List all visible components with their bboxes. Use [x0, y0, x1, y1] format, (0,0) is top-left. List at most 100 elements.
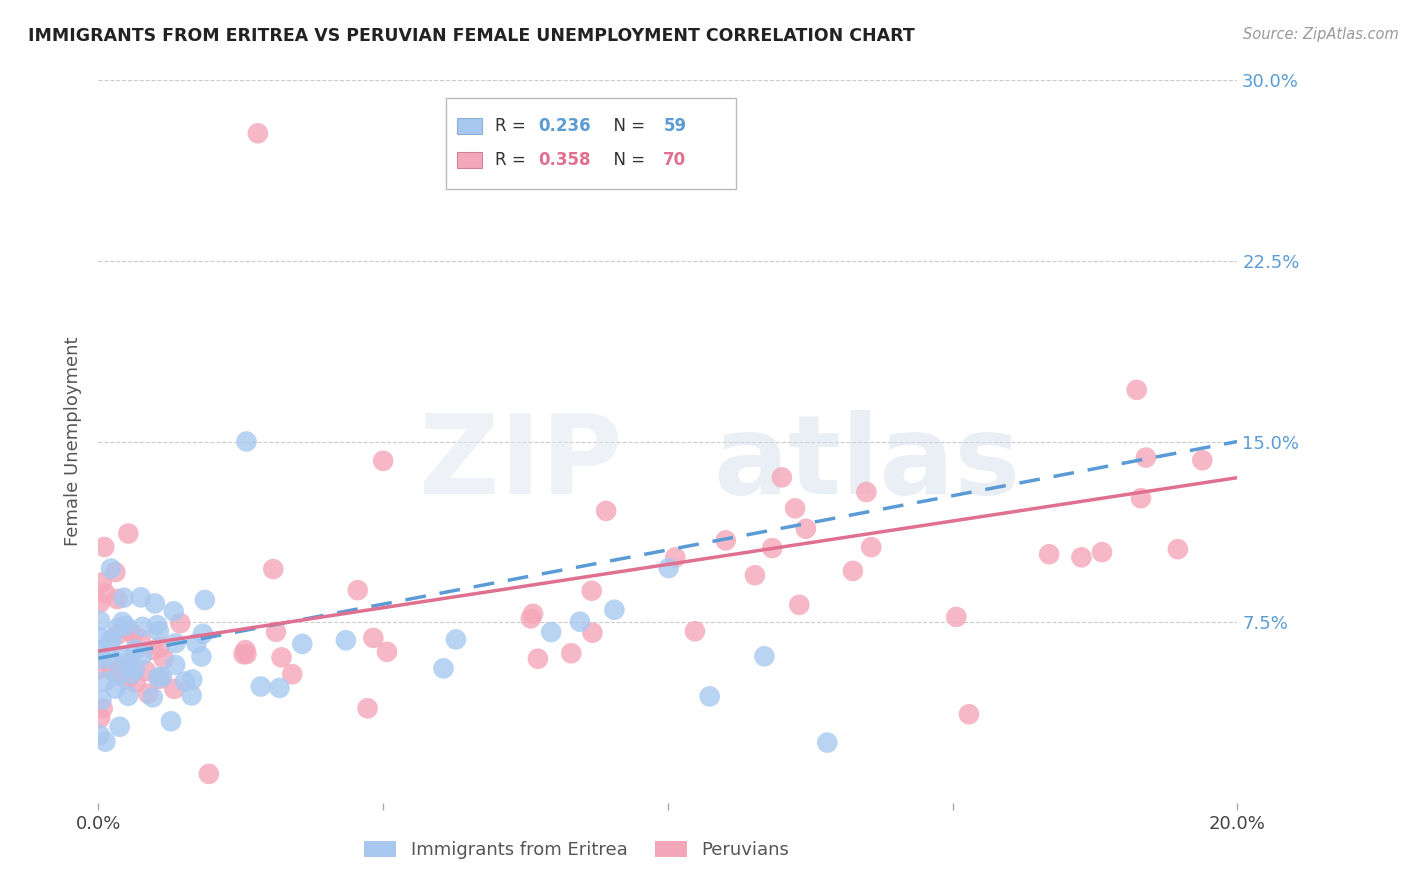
Point	[194, 593, 217, 607]
FancyBboxPatch shape	[457, 118, 482, 134]
Point	[90, 692, 112, 706]
Point	[527, 652, 550, 666]
Point	[110, 662, 132, 676]
Point	[1125, 383, 1147, 397]
Point	[770, 470, 793, 484]
Point	[124, 662, 146, 676]
Text: N =: N =	[603, 151, 651, 169]
Point	[540, 625, 562, 640]
Point	[142, 690, 165, 705]
Point	[100, 632, 122, 647]
Point	[146, 670, 169, 684]
Point	[117, 689, 139, 703]
Point	[603, 603, 626, 617]
Point	[658, 561, 681, 575]
Point	[131, 620, 153, 634]
Point	[153, 652, 176, 666]
Text: 59: 59	[664, 117, 686, 135]
Point	[149, 640, 172, 654]
Point	[112, 591, 135, 605]
Y-axis label: Female Unemployment: Female Unemployment	[65, 337, 83, 546]
Point	[190, 649, 212, 664]
Point	[714, 533, 737, 548]
Point	[94, 586, 117, 600]
Point	[186, 636, 208, 650]
Point	[346, 583, 368, 598]
Point	[91, 701, 114, 715]
Point	[89, 596, 111, 610]
Point	[150, 670, 173, 684]
Point	[146, 618, 169, 632]
Text: 70: 70	[664, 151, 686, 169]
Point	[124, 642, 146, 657]
Point	[744, 568, 766, 582]
Point	[135, 664, 157, 678]
Point	[89, 728, 111, 742]
Point	[246, 126, 269, 140]
Point	[945, 610, 967, 624]
Point	[148, 624, 170, 639]
Point	[522, 607, 544, 621]
Point	[198, 767, 221, 781]
Text: ZIP: ZIP	[419, 409, 623, 516]
Point	[163, 681, 186, 696]
Point	[100, 651, 122, 665]
Point	[264, 624, 287, 639]
Point	[90, 575, 112, 590]
Point	[180, 689, 202, 703]
Legend: Immigrants from Eritrea, Peruvians: Immigrants from Eritrea, Peruvians	[357, 833, 797, 866]
Point	[136, 687, 159, 701]
Point	[129, 632, 152, 647]
Point	[595, 504, 617, 518]
Point	[815, 735, 838, 749]
Point	[520, 611, 543, 625]
Point	[149, 672, 172, 686]
Point	[89, 614, 111, 628]
Point	[163, 604, 186, 618]
Point	[93, 674, 115, 689]
Point	[785, 501, 807, 516]
Point	[270, 650, 292, 665]
Point	[100, 561, 122, 575]
Point	[114, 619, 136, 633]
Point	[117, 526, 139, 541]
Text: 0.358: 0.358	[538, 151, 591, 169]
Point	[754, 649, 776, 664]
Point	[169, 616, 191, 631]
Point	[165, 657, 187, 672]
Text: Source: ZipAtlas.com: Source: ZipAtlas.com	[1243, 27, 1399, 42]
Point	[104, 565, 127, 579]
Point	[1135, 450, 1157, 465]
Point	[160, 714, 183, 729]
Point	[121, 667, 143, 681]
Point	[1191, 453, 1213, 467]
Point	[794, 522, 817, 536]
Point	[568, 615, 591, 629]
Point	[335, 633, 357, 648]
Point	[1167, 542, 1189, 557]
Point	[105, 592, 128, 607]
Text: atlas: atlas	[713, 409, 1021, 516]
Text: 0.236: 0.236	[538, 117, 591, 135]
Point	[373, 454, 395, 468]
Point	[664, 550, 686, 565]
Text: R =: R =	[495, 151, 530, 169]
Point	[191, 627, 214, 641]
Point	[860, 540, 883, 554]
Point	[581, 583, 603, 598]
Point	[98, 634, 121, 648]
Point	[232, 647, 254, 661]
Point	[444, 632, 467, 647]
Point	[111, 648, 134, 663]
Point	[181, 673, 204, 687]
Point	[235, 434, 257, 449]
Point	[108, 720, 131, 734]
Point	[89, 711, 111, 725]
Point	[560, 646, 582, 660]
Point	[143, 597, 166, 611]
Point	[111, 615, 134, 629]
Point	[142, 643, 165, 657]
Point	[1038, 547, 1060, 561]
Point	[581, 625, 603, 640]
Point	[117, 656, 139, 670]
